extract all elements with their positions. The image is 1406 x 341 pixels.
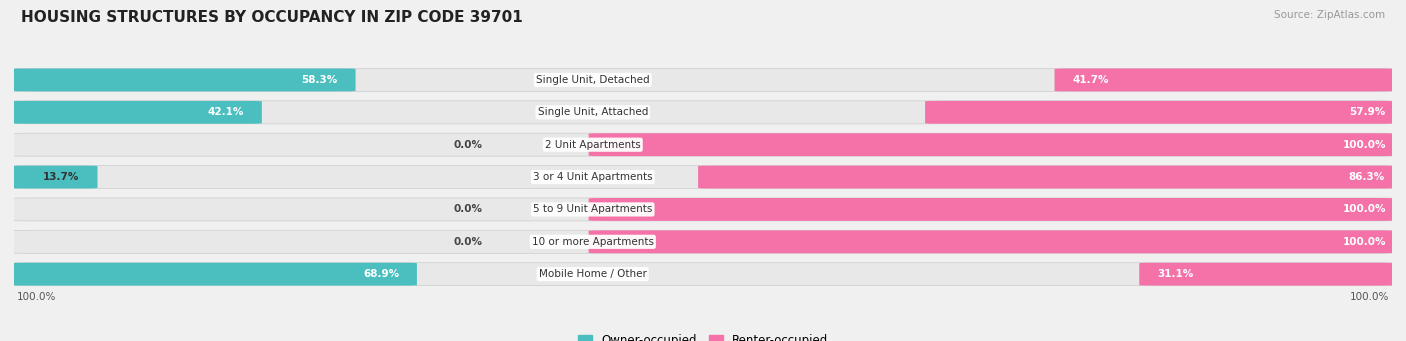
FancyBboxPatch shape [13,69,356,91]
Text: Single Unit, Attached: Single Unit, Attached [537,107,648,117]
Text: 13.7%: 13.7% [44,172,80,182]
Text: Mobile Home / Other: Mobile Home / Other [538,269,647,279]
Text: Source: ZipAtlas.com: Source: ZipAtlas.com [1274,10,1385,20]
FancyBboxPatch shape [1139,263,1393,286]
FancyBboxPatch shape [10,230,1396,253]
Text: 5 to 9 Unit Apartments: 5 to 9 Unit Apartments [533,205,652,214]
Text: 10 or more Apartments: 10 or more Apartments [531,237,654,247]
FancyBboxPatch shape [589,133,1393,156]
Text: 57.9%: 57.9% [1348,107,1385,117]
Text: 0.0%: 0.0% [454,237,482,247]
FancyBboxPatch shape [10,263,1396,286]
Text: 2 Unit Apartments: 2 Unit Apartments [546,140,641,150]
Legend: Owner-occupied, Renter-occupied: Owner-occupied, Renter-occupied [574,330,832,341]
Text: 100.0%: 100.0% [17,292,56,302]
FancyBboxPatch shape [10,101,1396,124]
Text: 100.0%: 100.0% [1343,205,1386,214]
Text: 0.0%: 0.0% [454,140,482,150]
Text: 42.1%: 42.1% [208,107,243,117]
Text: 3 or 4 Unit Apartments: 3 or 4 Unit Apartments [533,172,652,182]
FancyBboxPatch shape [1054,69,1393,91]
Text: 86.3%: 86.3% [1348,172,1385,182]
Text: 0.0%: 0.0% [454,205,482,214]
Text: 68.9%: 68.9% [363,269,399,279]
Text: 31.1%: 31.1% [1157,269,1194,279]
FancyBboxPatch shape [925,101,1393,124]
Text: HOUSING STRUCTURES BY OCCUPANCY IN ZIP CODE 39701: HOUSING STRUCTURES BY OCCUPANCY IN ZIP C… [21,10,523,25]
FancyBboxPatch shape [589,231,1393,253]
Text: 41.7%: 41.7% [1073,75,1109,85]
FancyBboxPatch shape [10,198,1396,221]
FancyBboxPatch shape [13,101,262,124]
FancyBboxPatch shape [699,166,1393,189]
FancyBboxPatch shape [13,263,418,286]
FancyBboxPatch shape [10,166,1396,189]
FancyBboxPatch shape [13,166,97,189]
Text: Single Unit, Detached: Single Unit, Detached [536,75,650,85]
FancyBboxPatch shape [10,69,1396,91]
Text: 58.3%: 58.3% [301,75,337,85]
FancyBboxPatch shape [589,198,1393,221]
Text: 100.0%: 100.0% [1343,237,1386,247]
Text: 100.0%: 100.0% [1343,140,1386,150]
FancyBboxPatch shape [10,133,1396,156]
Text: 100.0%: 100.0% [1350,292,1389,302]
